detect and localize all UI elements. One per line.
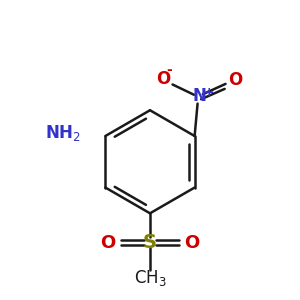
Text: NH$_2$: NH$_2$ <box>45 123 80 143</box>
Text: S: S <box>143 233 157 252</box>
Text: O: O <box>184 234 200 252</box>
Text: $\mathregular{N}$: $\mathregular{N}$ <box>192 87 206 105</box>
Text: +: + <box>203 86 214 99</box>
Text: O: O <box>100 234 116 252</box>
Text: O: O <box>156 70 170 88</box>
Text: O: O <box>228 71 242 89</box>
Text: -: - <box>167 63 172 77</box>
Text: CH$_3$: CH$_3$ <box>134 268 166 288</box>
